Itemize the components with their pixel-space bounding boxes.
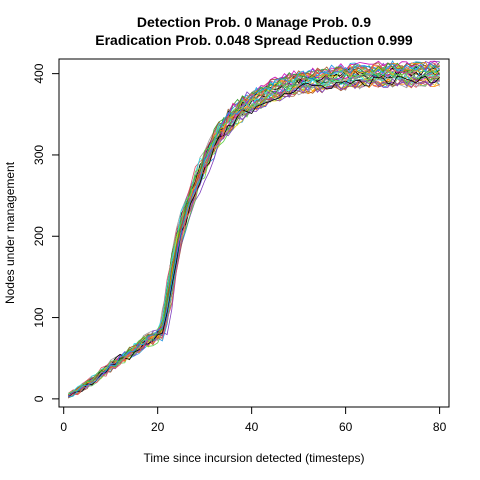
chart-title-line-1: Detection Prob. 0 Manage Prob. 0.9 [137,14,371,30]
simulation-line [68,64,440,395]
simulation-line [68,78,440,396]
simulation-line [68,62,440,398]
simulation-line [68,65,440,396]
simulation-line [68,62,440,399]
x-tick-label: 60 [339,420,353,434]
simulation-line [68,68,440,399]
y-axis-label: Nodes under management [3,161,17,304]
simulation-line [68,70,440,398]
x-tick-label: 40 [245,420,259,434]
simulation-line [68,62,440,399]
simulation-line [68,71,440,395]
simulation-line [68,65,440,396]
chart-title-line-2: Eradication Prob. 0.048 Spread Reduction… [95,32,413,48]
simulation-line [68,72,440,399]
y-axis: 0 100 200 300 400 [32,63,59,402]
simulation-line [68,65,440,395]
simulation-line [68,77,440,397]
simulation-line [68,78,440,395]
simulation-line [68,74,440,398]
x-tick-label: 20 [151,420,165,434]
simulation-line [68,77,440,399]
y-tick-label: 200 [32,226,46,246]
simulation-line [68,68,440,396]
plot-box [58,58,450,408]
simulation-line [68,66,440,394]
simulation-line [68,72,440,396]
simulation-line [68,78,440,397]
simulation-line [68,78,440,395]
x-axis-label: Time since incursion detected (timesteps… [144,451,365,465]
simulation-line [68,66,440,397]
simulation-line [68,61,440,398]
simulation-line [68,69,440,399]
simulation-line [68,73,440,397]
x-tick-label: 0 [60,420,67,434]
simulation-line [68,75,440,398]
simulation-line [68,65,440,395]
simulation-line [68,69,440,396]
simulation-line [68,78,440,397]
simulation-line [68,77,440,396]
simulation-line [68,70,440,397]
y-tick-label: 0 [32,395,46,402]
simulation-line [68,61,440,397]
simulation-line [68,76,440,398]
y-tick-label: 100 [32,307,46,327]
simulation-line [68,62,440,398]
y-tick-label: 400 [32,63,46,83]
series-group [68,60,440,399]
simulation-line [68,76,440,394]
simulation-line [68,63,440,394]
x-axis: 0 20 40 60 80 [60,407,447,434]
simulation-line [68,70,440,395]
y-tick-label: 300 [32,145,46,165]
simulation-line [68,61,440,396]
x-tick-label: 80 [433,420,447,434]
